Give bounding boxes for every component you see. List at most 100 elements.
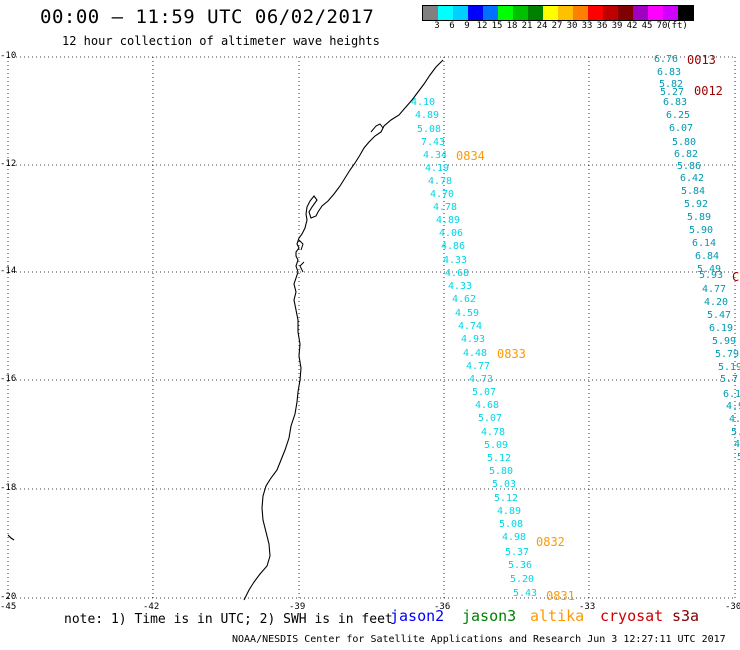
- wave-height-value: 6.1: [723, 389, 740, 400]
- wave-height-value: 5.27: [660, 87, 685, 98]
- longitude-label: -45: [0, 602, 17, 612]
- wave-height-value: 4.59: [455, 308, 480, 319]
- wave-height-value: 6.76: [654, 54, 679, 65]
- wave-height-value: 4.33: [443, 255, 468, 266]
- wave-height-value: 4.78: [481, 427, 506, 438]
- wave-height-value: 5.36: [508, 560, 533, 571]
- wave-height-value: 5.82: [659, 79, 684, 90]
- wave-height-value: 4.89: [497, 506, 522, 517]
- color-swatch: [543, 6, 558, 20]
- wave-height-value: 6.84: [695, 251, 720, 262]
- wave-height-value: 4.62: [452, 294, 477, 305]
- wave-height-value: 4.20: [704, 297, 729, 308]
- wave-height-value: 4.98: [502, 532, 527, 543]
- wave-height-value: 5.03: [492, 479, 517, 490]
- color-scale-label: 70: [656, 21, 668, 31]
- wave-height-value: 5.99: [712, 336, 737, 347]
- wave-height-value: 6.25: [666, 110, 691, 121]
- wave-height-value: 4.06: [439, 228, 464, 239]
- wave-height-value: 4.68: [475, 400, 500, 411]
- latitude-label: -16: [0, 374, 17, 384]
- wave-height-value: 5.08: [499, 519, 524, 530]
- color-swatch: [513, 6, 528, 20]
- satellite-legend-item: jason3: [462, 607, 517, 625]
- color-scale-label: 39: [611, 21, 623, 31]
- wave-height-value: 4.89: [415, 110, 440, 121]
- wave-height-value: 5.12: [494, 493, 519, 504]
- wave-height-value: 6.19: [709, 323, 734, 334]
- color-swatch: [558, 6, 573, 20]
- credit-line: NOAA/NESDIS Center for Satellite Applica…: [232, 634, 726, 645]
- wave-height-value: 4.78: [428, 176, 453, 187]
- color-scale-label: 27: [551, 21, 563, 31]
- wave-height-value: 5.89: [687, 212, 712, 223]
- longitude-label: -30: [725, 602, 740, 612]
- wave-height-value: 4.78: [433, 202, 458, 213]
- satellite-legend-item: jason2: [390, 607, 445, 625]
- wave-height-value: 6.82: [674, 149, 699, 160]
- wave-height-value: 5.86: [677, 161, 702, 172]
- color-scale-label: 24: [536, 21, 548, 31]
- wave-height-value: 7.43: [421, 137, 446, 148]
- color-swatch: [618, 6, 633, 20]
- color-swatch: [498, 6, 513, 20]
- wave-height-value: 5.08: [417, 124, 442, 135]
- outline-marker: [7, 534, 15, 541]
- color-scale-label: 18: [506, 21, 518, 31]
- pass-time-label: 0831: [546, 589, 575, 603]
- wave-height-value: 4.77: [702, 284, 727, 295]
- wave-height-value: 4.86: [441, 241, 466, 252]
- wave-height-value: 4.77: [466, 361, 491, 372]
- color-swatch: [453, 6, 468, 20]
- wave-height-value: 4.68: [445, 268, 470, 279]
- latitude-label: -18: [0, 483, 17, 493]
- color-swatch: [528, 6, 543, 20]
- wave-height-value: 5.09: [484, 440, 509, 451]
- color-swatch: [603, 6, 618, 20]
- color-scale-label: 6: [449, 21, 455, 31]
- pass-time-label: 0012: [694, 84, 723, 98]
- color-scale-label: 42: [626, 21, 638, 31]
- satellite-legend-item: altika: [530, 607, 585, 625]
- wave-height-value: 5.93: [699, 270, 724, 281]
- color-scale-label: 45: [641, 21, 653, 31]
- wave-height-value: 5.80: [489, 466, 514, 477]
- color-scale-label: (ft): [666, 21, 688, 31]
- wave-height-value: 4.33: [448, 281, 473, 292]
- wave-height-value: 6.83: [657, 67, 682, 78]
- wave-height-value: 5.07: [472, 387, 497, 398]
- wave-height-value: 4.89: [436, 215, 461, 226]
- color-swatch: [468, 6, 483, 20]
- color-scale: [422, 5, 694, 21]
- color-swatch: [648, 6, 663, 20]
- wave-height-value: 4.93: [461, 334, 486, 345]
- wave-height-value: 5.37: [505, 547, 530, 558]
- coast-detail: [298, 123, 384, 273]
- wave-height-value: 6.42: [680, 173, 705, 184]
- wave-height-value: 5.90: [689, 225, 714, 236]
- wave-height-value: 6.07: [669, 123, 694, 134]
- wave-height-value: 5.12: [487, 453, 512, 464]
- wave-height-value: 4.10: [411, 97, 436, 108]
- color-swatch: [588, 6, 603, 20]
- page-title: 00:00 – 11:59 UTC 06/02/2017: [40, 6, 375, 28]
- wave-height-value: 4.19: [425, 163, 450, 174]
- wave-height-value: 5: [737, 452, 740, 463]
- wave-height-value: 5.92: [684, 199, 709, 210]
- map-grid: [7, 56, 736, 599]
- wave-height-value: 6.83: [663, 97, 688, 108]
- color-scale-label: 30: [566, 21, 578, 31]
- longitude-label: -42: [143, 602, 160, 612]
- color-scale-label: 36: [596, 21, 608, 31]
- latitude-label: -14: [0, 266, 17, 276]
- wave-height-value: 4.9: [726, 401, 740, 412]
- longitude-label: -33: [579, 602, 596, 612]
- page-subtitle: 12 hour collection of altimeter wave hei…: [62, 34, 380, 48]
- footer-note: note: 1) Time is in UTC; 2) SWH is in fe…: [64, 612, 393, 627]
- color-swatch: [438, 6, 453, 20]
- wave-height-value: 5.19: [718, 362, 740, 373]
- wave-height-value: 4.74: [458, 321, 483, 332]
- wave-height-value: 5.: [731, 427, 740, 438]
- wave-height-value: 5.43: [513, 588, 538, 599]
